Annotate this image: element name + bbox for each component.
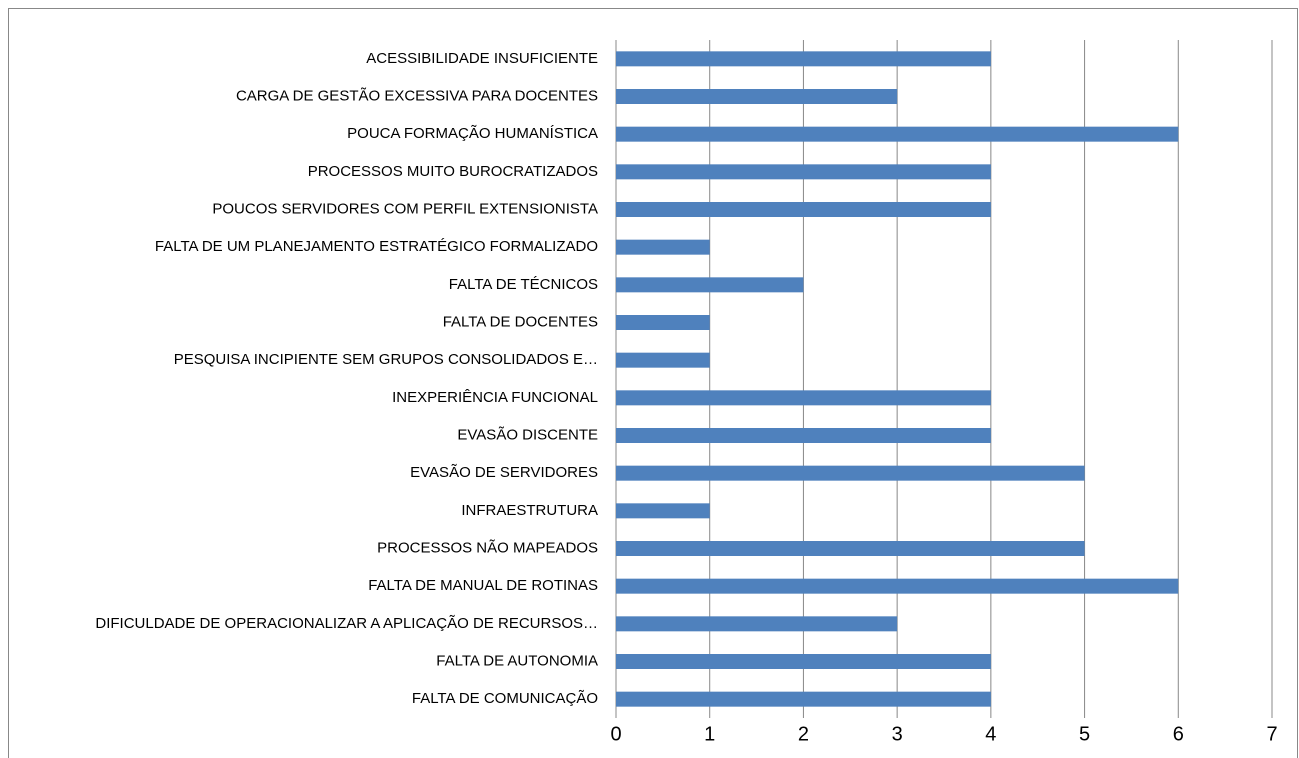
y-tick-label: DIFICULDADE DE OPERACIONALIZAR A APLICAÇ… <box>95 615 598 632</box>
y-tick-label: PROCESSOS MUITO BUROCRATIZADOS <box>308 163 598 180</box>
y-tick-label: INEXPERIÊNCIA FUNCIONAL <box>392 389 598 406</box>
x-tick-label: 7 <box>1266 723 1277 745</box>
x-tick-label: 6 <box>1173 723 1184 745</box>
y-tick-label: EVASÃO DISCENTE <box>457 426 598 443</box>
y-tick-label: ACESSIBILIDADE INSUFICIENTE <box>366 50 598 67</box>
bar <box>616 616 898 632</box>
y-tick-label: POUCA FORMAÇÃO HUMANÍSTICA <box>347 125 598 142</box>
y-tick-label: FALTA DE COMUNICAÇÃO <box>412 690 598 707</box>
bar <box>616 465 1085 481</box>
bar <box>616 691 991 707</box>
bar <box>616 315 710 330</box>
y-tick-label: FALTA DE AUTONOMIA <box>436 652 598 669</box>
x-tick-label: 4 <box>985 723 996 745</box>
x-tick-label: 2 <box>798 723 809 745</box>
bar <box>616 89 898 104</box>
y-tick-label: FALTA DE DOCENTES <box>443 313 598 330</box>
bar <box>616 541 1085 556</box>
bar <box>616 51 991 67</box>
bar <box>616 654 991 669</box>
x-tick-label: 3 <box>892 723 903 745</box>
bar <box>616 390 991 406</box>
x-tick-label: 5 <box>1079 723 1090 745</box>
y-tick-label: PROCESSOS NÃO MAPEADOS <box>377 539 598 556</box>
bar <box>616 578 1179 594</box>
y-tick-label: EVASÃO DE SERVIDORES <box>410 464 598 481</box>
y-tick-label: CARGA DE GESTÃO EXCESSIVA PARA DOCENTES <box>236 87 598 104</box>
bar <box>616 239 710 255</box>
y-tick-label: PESQUISA INCIPIENTE SEM GRUPOS CONSOLIDA… <box>174 351 598 368</box>
bar <box>616 428 991 443</box>
y-tick-label: INFRAESTRUTURA <box>461 502 598 519</box>
chart-frame <box>8 8 1298 758</box>
x-tick-label: 0 <box>610 723 621 745</box>
x-tick-label: 1 <box>704 723 715 745</box>
y-tick-label: FALTA DE UM PLANEJAMENTO ESTRATÉGICO FOR… <box>155 238 598 255</box>
bar <box>616 164 991 180</box>
y-tick-label: POUCOS SERVIDORES COM PERFIL EXTENSIONIS… <box>212 200 598 217</box>
bar <box>616 277 804 293</box>
y-tick-label: FALTA DE TÉCNICOS <box>449 276 598 293</box>
y-tick-label: FALTA DE MANUAL DE ROTINAS <box>368 577 598 594</box>
bar <box>616 352 710 368</box>
bar <box>616 202 991 217</box>
bar <box>616 503 710 519</box>
bar <box>616 126 1179 142</box>
